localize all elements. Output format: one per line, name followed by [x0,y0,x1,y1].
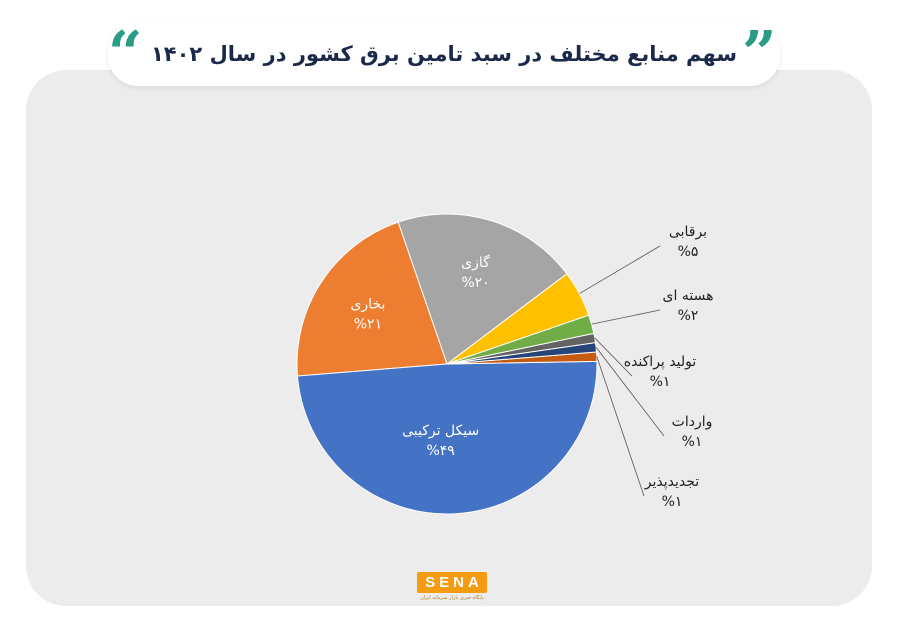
leader-lines [579,245,665,497]
slice-label: گازی [461,254,490,271]
slice-value-label: %۱ [662,494,683,510]
slice-3 [296,360,598,515]
slice-label: بخاری [350,296,385,312]
slice-value-label: %۵ [678,244,699,260]
slice-value-label: %۲۰ [461,275,489,291]
slice-1 [397,213,568,365]
quote-close-icon: ” [742,19,777,89]
slice-value-label: %۲۱ [354,316,382,332]
slice-label: برقابی [669,224,707,240]
slice-labels: برقابی %۵ گازی %۲۰ بخاری %۲۱ سیکل ترکیبی %۴۹ تجد… [350,224,713,510]
quote-open-icon: “ [108,19,143,89]
slice-value-label: %۴۹ [426,443,454,459]
title-bar: سهم منابع مختلف در سبد تامین برق کشور در… [108,22,780,86]
logo-subtitle: پایگاه خبری بازار سرمایه ایران [420,595,484,601]
slice-value-label: %۱ [650,374,671,390]
slice-value-label: %۲ [678,308,699,324]
leader-line [591,309,661,325]
slice-label: سیکل ترکیبی [402,423,479,439]
leader-line [596,356,645,497]
slice-label: تولید پراکنده [624,354,697,370]
slice-label: واردات [672,414,713,430]
slice-value-label: %۱ [682,434,703,450]
chart-title: سهم منابع مختلف در سبد تامین برق کشور در… [150,42,737,66]
leader-line [579,245,661,294]
slice-label: هسته ای [663,288,714,304]
slice-7 [446,314,595,365]
leader-line [594,337,633,377]
sena-logo: SENA پایگاه خبری بازار سرمایه ایران [400,572,504,610]
pie-slices [296,213,598,515]
slice-2 [296,221,448,377]
logo-text: SENA [417,572,487,593]
leader-line [595,347,665,437]
slice-label: تجدیدپذیر [644,474,699,490]
